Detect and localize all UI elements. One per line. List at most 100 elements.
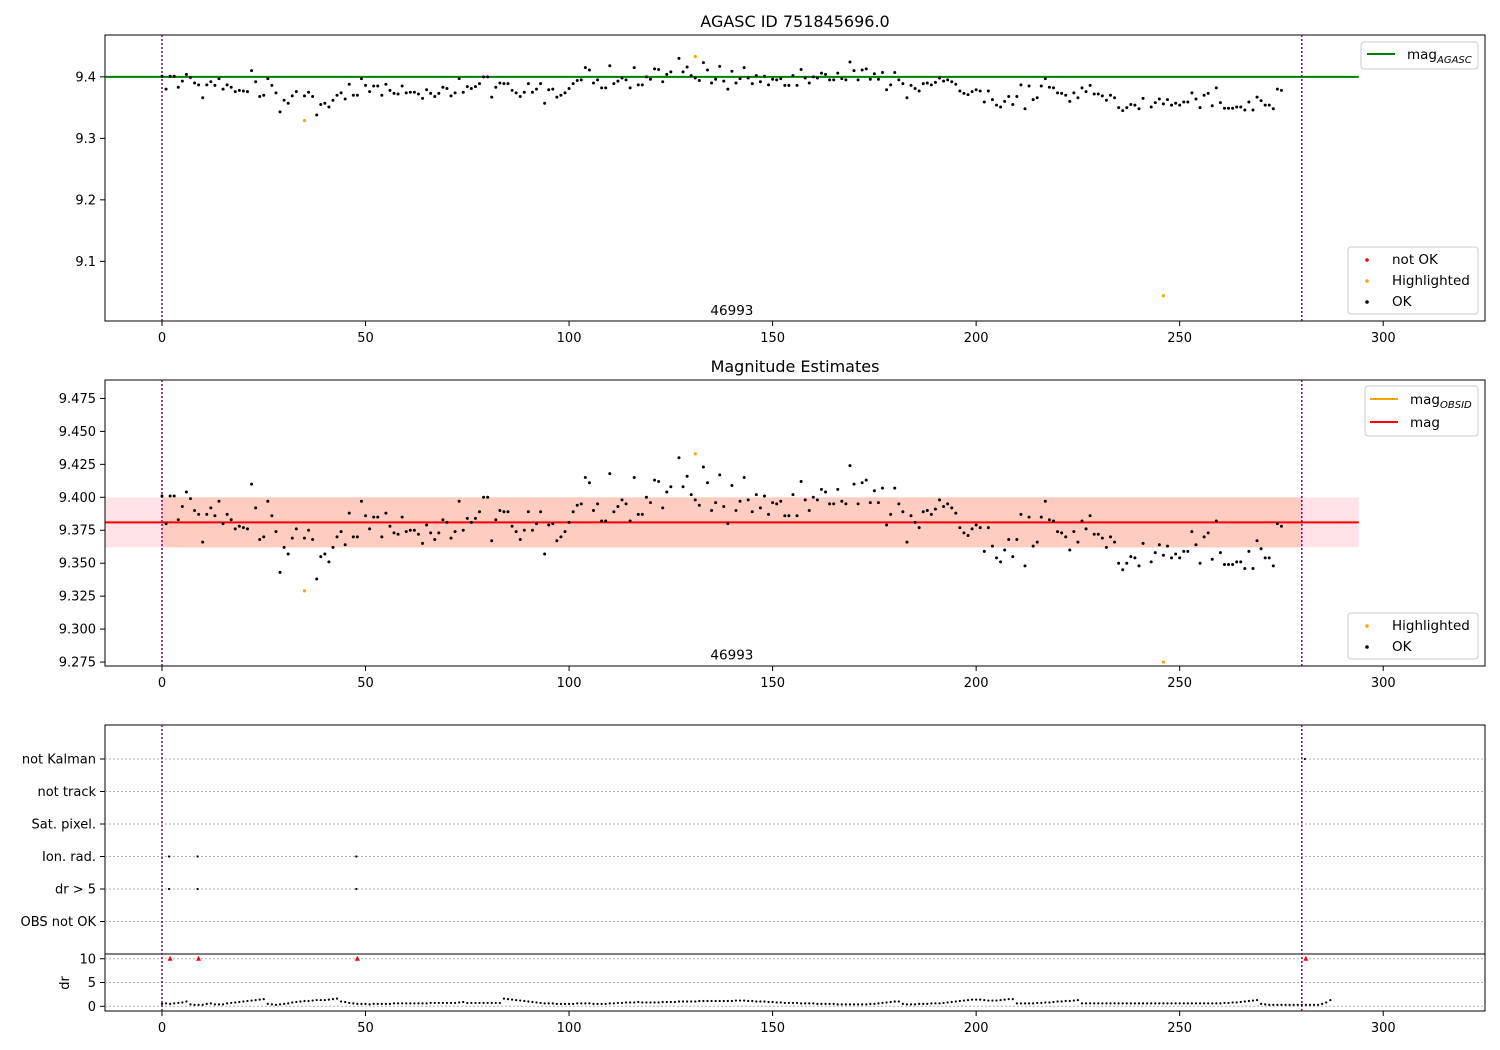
ok-point	[437, 91, 441, 95]
ok-point	[885, 88, 889, 92]
ok-point	[180, 505, 184, 509]
ok-point	[608, 64, 612, 68]
ok-point	[168, 74, 172, 78]
y-tick-label: 5	[88, 976, 96, 991]
ok-point	[1149, 105, 1153, 109]
dr-point	[160, 1002, 164, 1005]
ok-point	[1092, 92, 1096, 96]
dr-point	[983, 998, 986, 1002]
dr-point	[1097, 1002, 1100, 1005]
ok-point	[258, 95, 262, 99]
agasc-points	[160, 54, 1283, 298]
dr-point	[873, 1002, 876, 1005]
ok-point	[368, 527, 372, 531]
ok-point	[742, 66, 746, 70]
dr-point	[861, 1003, 864, 1006]
ok-point	[860, 68, 864, 72]
dr-point	[869, 1002, 872, 1005]
ok-point	[307, 528, 311, 532]
ok-point	[624, 78, 628, 82]
dr-point	[934, 1002, 937, 1005]
ok-point	[1153, 101, 1157, 105]
ok-point	[730, 483, 734, 487]
ok-point	[974, 88, 978, 92]
dr-point	[189, 1003, 192, 1006]
ok-point	[473, 85, 477, 89]
ok-point	[819, 71, 823, 75]
dr-point	[751, 999, 754, 1003]
ok-point	[921, 82, 925, 86]
ok-point	[1019, 83, 1023, 87]
ok-point	[604, 86, 608, 90]
dr-point	[230, 1001, 233, 1005]
dr-point	[950, 1000, 953, 1004]
ok-point	[478, 510, 482, 514]
ok-point	[547, 88, 551, 92]
ok-point	[563, 91, 567, 95]
ok-point	[1003, 99, 1007, 103]
ok-point	[469, 520, 473, 524]
ok-point	[832, 78, 836, 82]
ok-point	[925, 81, 929, 85]
dr-point	[315, 998, 318, 1002]
ok-point	[1129, 555, 1133, 559]
ok-point	[1125, 106, 1129, 110]
ok-point	[302, 536, 306, 540]
ok-point	[1161, 102, 1165, 106]
ok-point	[453, 530, 457, 534]
dr-point	[1003, 998, 1006, 1001]
ok-point	[600, 519, 604, 523]
ok-point	[307, 90, 311, 94]
dr-point	[596, 1002, 599, 1005]
ok-point	[262, 93, 266, 97]
dr-point	[1288, 1003, 1291, 1006]
dr-point	[637, 1000, 640, 1004]
dr-point	[885, 1001, 888, 1004]
ok-point	[486, 75, 490, 79]
dr-point	[307, 999, 310, 1003]
ok-point	[457, 77, 461, 81]
x-tick-label: 250	[1167, 676, 1192, 691]
dr-point	[738, 999, 742, 1002]
ok-point	[429, 91, 433, 95]
ok-point	[648, 77, 652, 81]
ok-point	[1007, 537, 1011, 541]
ok-point	[225, 83, 229, 87]
ok-point	[315, 113, 319, 117]
ok-point	[644, 75, 648, 79]
ok-point	[258, 537, 262, 541]
ok-point	[514, 530, 518, 534]
ok-point	[791, 74, 795, 78]
x-tick-label: 100	[557, 1021, 582, 1036]
dr-point	[588, 1002, 591, 1005]
y-tick-label: 9.300	[59, 623, 96, 638]
legend-marker-not-ok	[1365, 258, 1369, 262]
ok-point	[1023, 564, 1027, 568]
ok-point	[775, 78, 779, 82]
dr-point	[1125, 1002, 1128, 1005]
dr-point	[287, 1002, 290, 1005]
dr-point	[466, 1001, 469, 1005]
dr-point	[1272, 1003, 1275, 1006]
ok-point	[1263, 556, 1267, 560]
dr-point	[417, 1002, 420, 1005]
ok-point	[1239, 560, 1243, 564]
dr-point	[730, 999, 734, 1003]
ok-point	[1194, 97, 1198, 101]
ok-point	[995, 103, 999, 107]
ok-point	[1027, 84, 1031, 88]
dr-point	[1276, 1003, 1279, 1006]
ok-point	[1072, 530, 1076, 534]
ok-point	[1108, 93, 1112, 97]
dr-point	[177, 1001, 180, 1005]
ok-point	[327, 560, 331, 564]
dr-point	[1060, 1000, 1063, 1003]
ok-point	[1027, 515, 1031, 519]
legend-marker-highlighted	[1365, 624, 1369, 628]
ok-point	[807, 81, 811, 85]
ok-point	[1174, 552, 1178, 556]
ok-point	[1227, 563, 1231, 567]
dr-point	[865, 1003, 868, 1006]
dr-point	[278, 1003, 282, 1006]
x-tick-label: 50	[357, 331, 374, 346]
